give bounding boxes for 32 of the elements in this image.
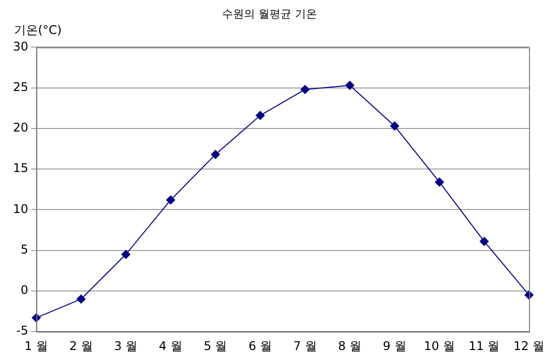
point (345, 80, 354, 90)
point (300, 84, 310, 94)
x-tick-label: 11 월 (468, 338, 500, 353)
point (434, 178, 444, 187)
x-tick-label: 8 월 (338, 338, 362, 353)
y-axis-title: 기온(°C) (14, 23, 62, 38)
x-tick-label: 6 월 (248, 338, 272, 353)
y-tick-label: 20 (12, 120, 28, 135)
x-tick-label: 5 월 (204, 338, 228, 353)
point (76, 294, 86, 304)
chart-title: 수원의 월평균 기온 (222, 7, 317, 20)
x-tick-label: 3 월 (114, 338, 138, 353)
point (480, 236, 489, 246)
x-tick-label: 2 월 (69, 338, 93, 353)
y-tick-label: 30 (12, 39, 28, 54)
x-tick-label: 1 월 (24, 338, 48, 353)
y-tick-label: 15 (12, 161, 28, 176)
x-tick-label: 9 월 (382, 338, 406, 353)
y-tick-label: 25 (12, 80, 28, 94)
x-tick-label: 10 월 (424, 338, 455, 353)
y-tick-label: -5 (16, 324, 28, 338)
y-tick-label: 0 (20, 283, 28, 298)
point (166, 195, 176, 204)
point (256, 110, 265, 120)
point (390, 122, 400, 131)
x-tick-label: 7 월 (293, 338, 317, 353)
point (121, 250, 130, 259)
point (210, 150, 220, 159)
x-tick-label: 4 월 (158, 338, 182, 353)
y-tick-label: 5 (20, 242, 28, 256)
y-tick-label: 10 (12, 202, 28, 216)
x-tick-label: 12 월 (513, 338, 545, 353)
